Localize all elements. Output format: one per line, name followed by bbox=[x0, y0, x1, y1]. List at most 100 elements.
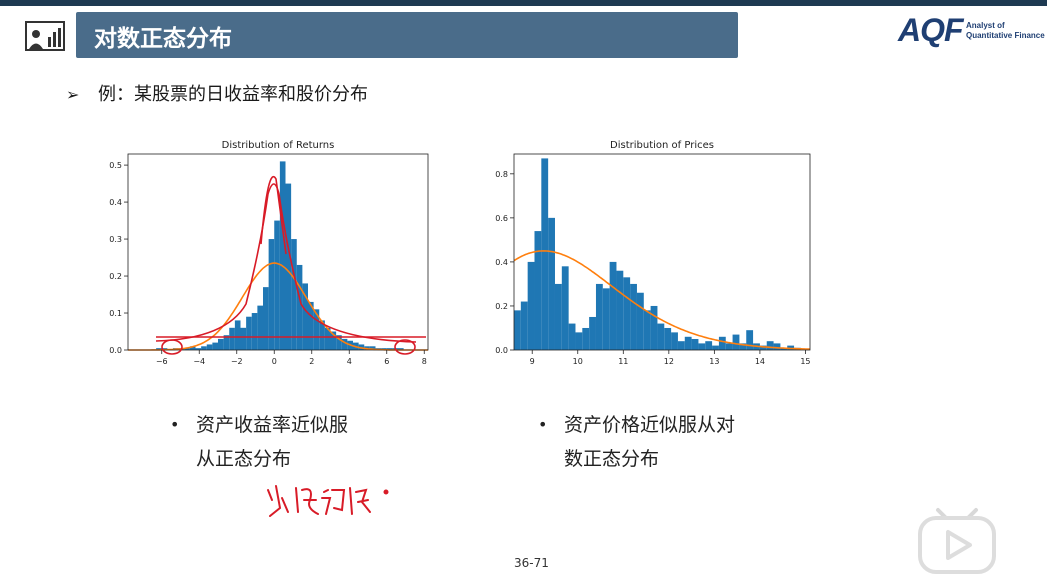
histogram-bar bbox=[520, 301, 528, 350]
bullet-dot: • bbox=[170, 415, 180, 434]
histogram-bar bbox=[541, 158, 549, 350]
histogram-bar bbox=[739, 343, 747, 350]
y-tick-label: 0.6 bbox=[495, 214, 508, 223]
histogram-bar bbox=[766, 341, 774, 350]
x-tick-label: 4 bbox=[347, 357, 352, 366]
x-tick-label: 14 bbox=[755, 357, 765, 366]
histogram-bar bbox=[201, 346, 207, 350]
fit-curve-line bbox=[513, 250, 810, 350]
histogram-bar bbox=[657, 323, 665, 350]
prices-bullet: • 资产价格近似服从对 数正态分布 bbox=[538, 408, 735, 476]
histogram-bar bbox=[398, 348, 404, 350]
annotation-peak-curve bbox=[155, 183, 417, 343]
y-tick-label: 0.4 bbox=[495, 258, 508, 267]
histogram-bar bbox=[319, 320, 325, 350]
x-tick-label: 0 bbox=[272, 357, 277, 366]
logo-sub-line2: Quantitative Finance bbox=[966, 31, 1045, 40]
histogram-bar bbox=[246, 316, 252, 350]
histogram-bar bbox=[609, 261, 617, 350]
histogram-bar bbox=[759, 345, 767, 350]
histogram-bar bbox=[234, 320, 241, 350]
arrow-bullet-icon: ➢ bbox=[66, 85, 80, 104]
histogram-bar bbox=[698, 343, 706, 350]
histogram-bar bbox=[285, 183, 292, 350]
histogram-bar bbox=[156, 348, 162, 350]
intro-text: 例：某股票的日收益率和股价分布 bbox=[98, 84, 368, 105]
histogram-bar bbox=[589, 316, 596, 350]
histogram-bar bbox=[296, 264, 303, 350]
histogram-bar bbox=[274, 220, 280, 350]
x-tick-label: 15 bbox=[800, 357, 810, 366]
histogram-bar bbox=[616, 270, 624, 350]
histogram-bar bbox=[386, 348, 393, 350]
histogram-bar bbox=[341, 338, 348, 350]
x-tick-label: −6 bbox=[156, 357, 168, 366]
histogram-bar bbox=[279, 161, 286, 350]
histogram-bar bbox=[308, 301, 314, 350]
annotation-peak-curve-inner bbox=[260, 176, 287, 255]
histogram-bar bbox=[554, 283, 562, 350]
histogram-bar bbox=[212, 342, 218, 350]
page-number: 36-71 bbox=[514, 556, 549, 570]
histogram-bar bbox=[223, 335, 230, 350]
histogram-bar bbox=[369, 346, 376, 350]
x-tick-label: 10 bbox=[573, 357, 583, 366]
fit-curve-line bbox=[128, 262, 428, 351]
histogram-bar bbox=[514, 310, 521, 350]
histogram-bar bbox=[650, 305, 658, 350]
intro-bullet: ➢ 例：某股票的日收益率和股价分布 bbox=[66, 80, 368, 106]
histogram-bar bbox=[336, 335, 342, 350]
histogram-bar bbox=[671, 332, 678, 350]
histogram-bar bbox=[268, 239, 275, 350]
y-tick-label: 0.5 bbox=[109, 161, 122, 170]
bullet-dot: • bbox=[538, 415, 548, 434]
plot-frame bbox=[513, 153, 811, 351]
histogram-bar bbox=[229, 327, 235, 350]
histogram-bar bbox=[548, 217, 555, 350]
histogram-bar bbox=[636, 292, 644, 350]
chart-title: Distribution of Returns bbox=[222, 140, 335, 151]
prices-bullet-line1: 资产价格近似服从对 bbox=[564, 414, 736, 436]
aqf-logo: AQF Analyst of Quantitative Finance bbox=[898, 12, 1047, 50]
page-title: 对数正态分布 bbox=[94, 26, 232, 52]
prices-bullet-line2: 数正态分布 bbox=[564, 448, 660, 470]
plot-frame bbox=[127, 153, 429, 351]
histogram-bar bbox=[218, 338, 224, 350]
histogram-bar bbox=[746, 330, 754, 350]
histogram-bar bbox=[206, 344, 213, 350]
x-tick-label: 6 bbox=[384, 357, 389, 366]
histogram-bar bbox=[643, 310, 651, 350]
logo-subtitle: Analyst of Quantitative Finance bbox=[966, 21, 1045, 41]
histogram-bar bbox=[324, 327, 331, 350]
histogram-bar bbox=[623, 277, 631, 350]
y-tick-label: 0.4 bbox=[109, 198, 122, 207]
returns-bullet: • 资产收益率近似服 从正态分布 bbox=[170, 408, 348, 476]
y-tick-label: 0.2 bbox=[495, 302, 508, 311]
histogram-bar bbox=[313, 309, 320, 350]
histogram-bar bbox=[664, 327, 672, 350]
prices-histogram-chart: Distribution of Prices 9 10 11 12 13 14 15 0.0 0.… bbox=[495, 140, 811, 366]
logo-mark: AQF bbox=[898, 12, 964, 48]
histogram-bar bbox=[534, 231, 542, 350]
histogram-bar bbox=[684, 336, 692, 350]
histogram-bar bbox=[595, 283, 603, 350]
x-tick-label: 11 bbox=[618, 357, 628, 366]
histogram-bar bbox=[189, 346, 196, 350]
x-tick-label: 13 bbox=[709, 357, 719, 366]
histogram-bar bbox=[705, 341, 713, 350]
histogram-bar bbox=[575, 332, 583, 350]
annotation-right-tail-circle bbox=[394, 339, 416, 355]
returns-histogram-chart: Distribution of Returns −6 −4 −2 0 2 4 6 8 0.0 0.1… bbox=[109, 140, 429, 366]
x-tick-label: 12 bbox=[664, 357, 674, 366]
y-tick-label: 0.0 bbox=[495, 346, 508, 355]
histogram-bar bbox=[184, 348, 190, 350]
x-tick-label: 9 bbox=[530, 357, 535, 366]
presentation-board-icon bbox=[25, 21, 65, 51]
play-button-icon[interactable] bbox=[916, 504, 998, 576]
handwritten-annotation-overlay bbox=[155, 176, 426, 355]
histogram-bar bbox=[240, 327, 247, 350]
annotation-left-tail-circle bbox=[161, 339, 183, 355]
histogram-bar bbox=[302, 283, 308, 350]
returns-bullet-line1: 资产收益率近似服 bbox=[196, 414, 349, 436]
histogram-bar bbox=[263, 287, 269, 350]
